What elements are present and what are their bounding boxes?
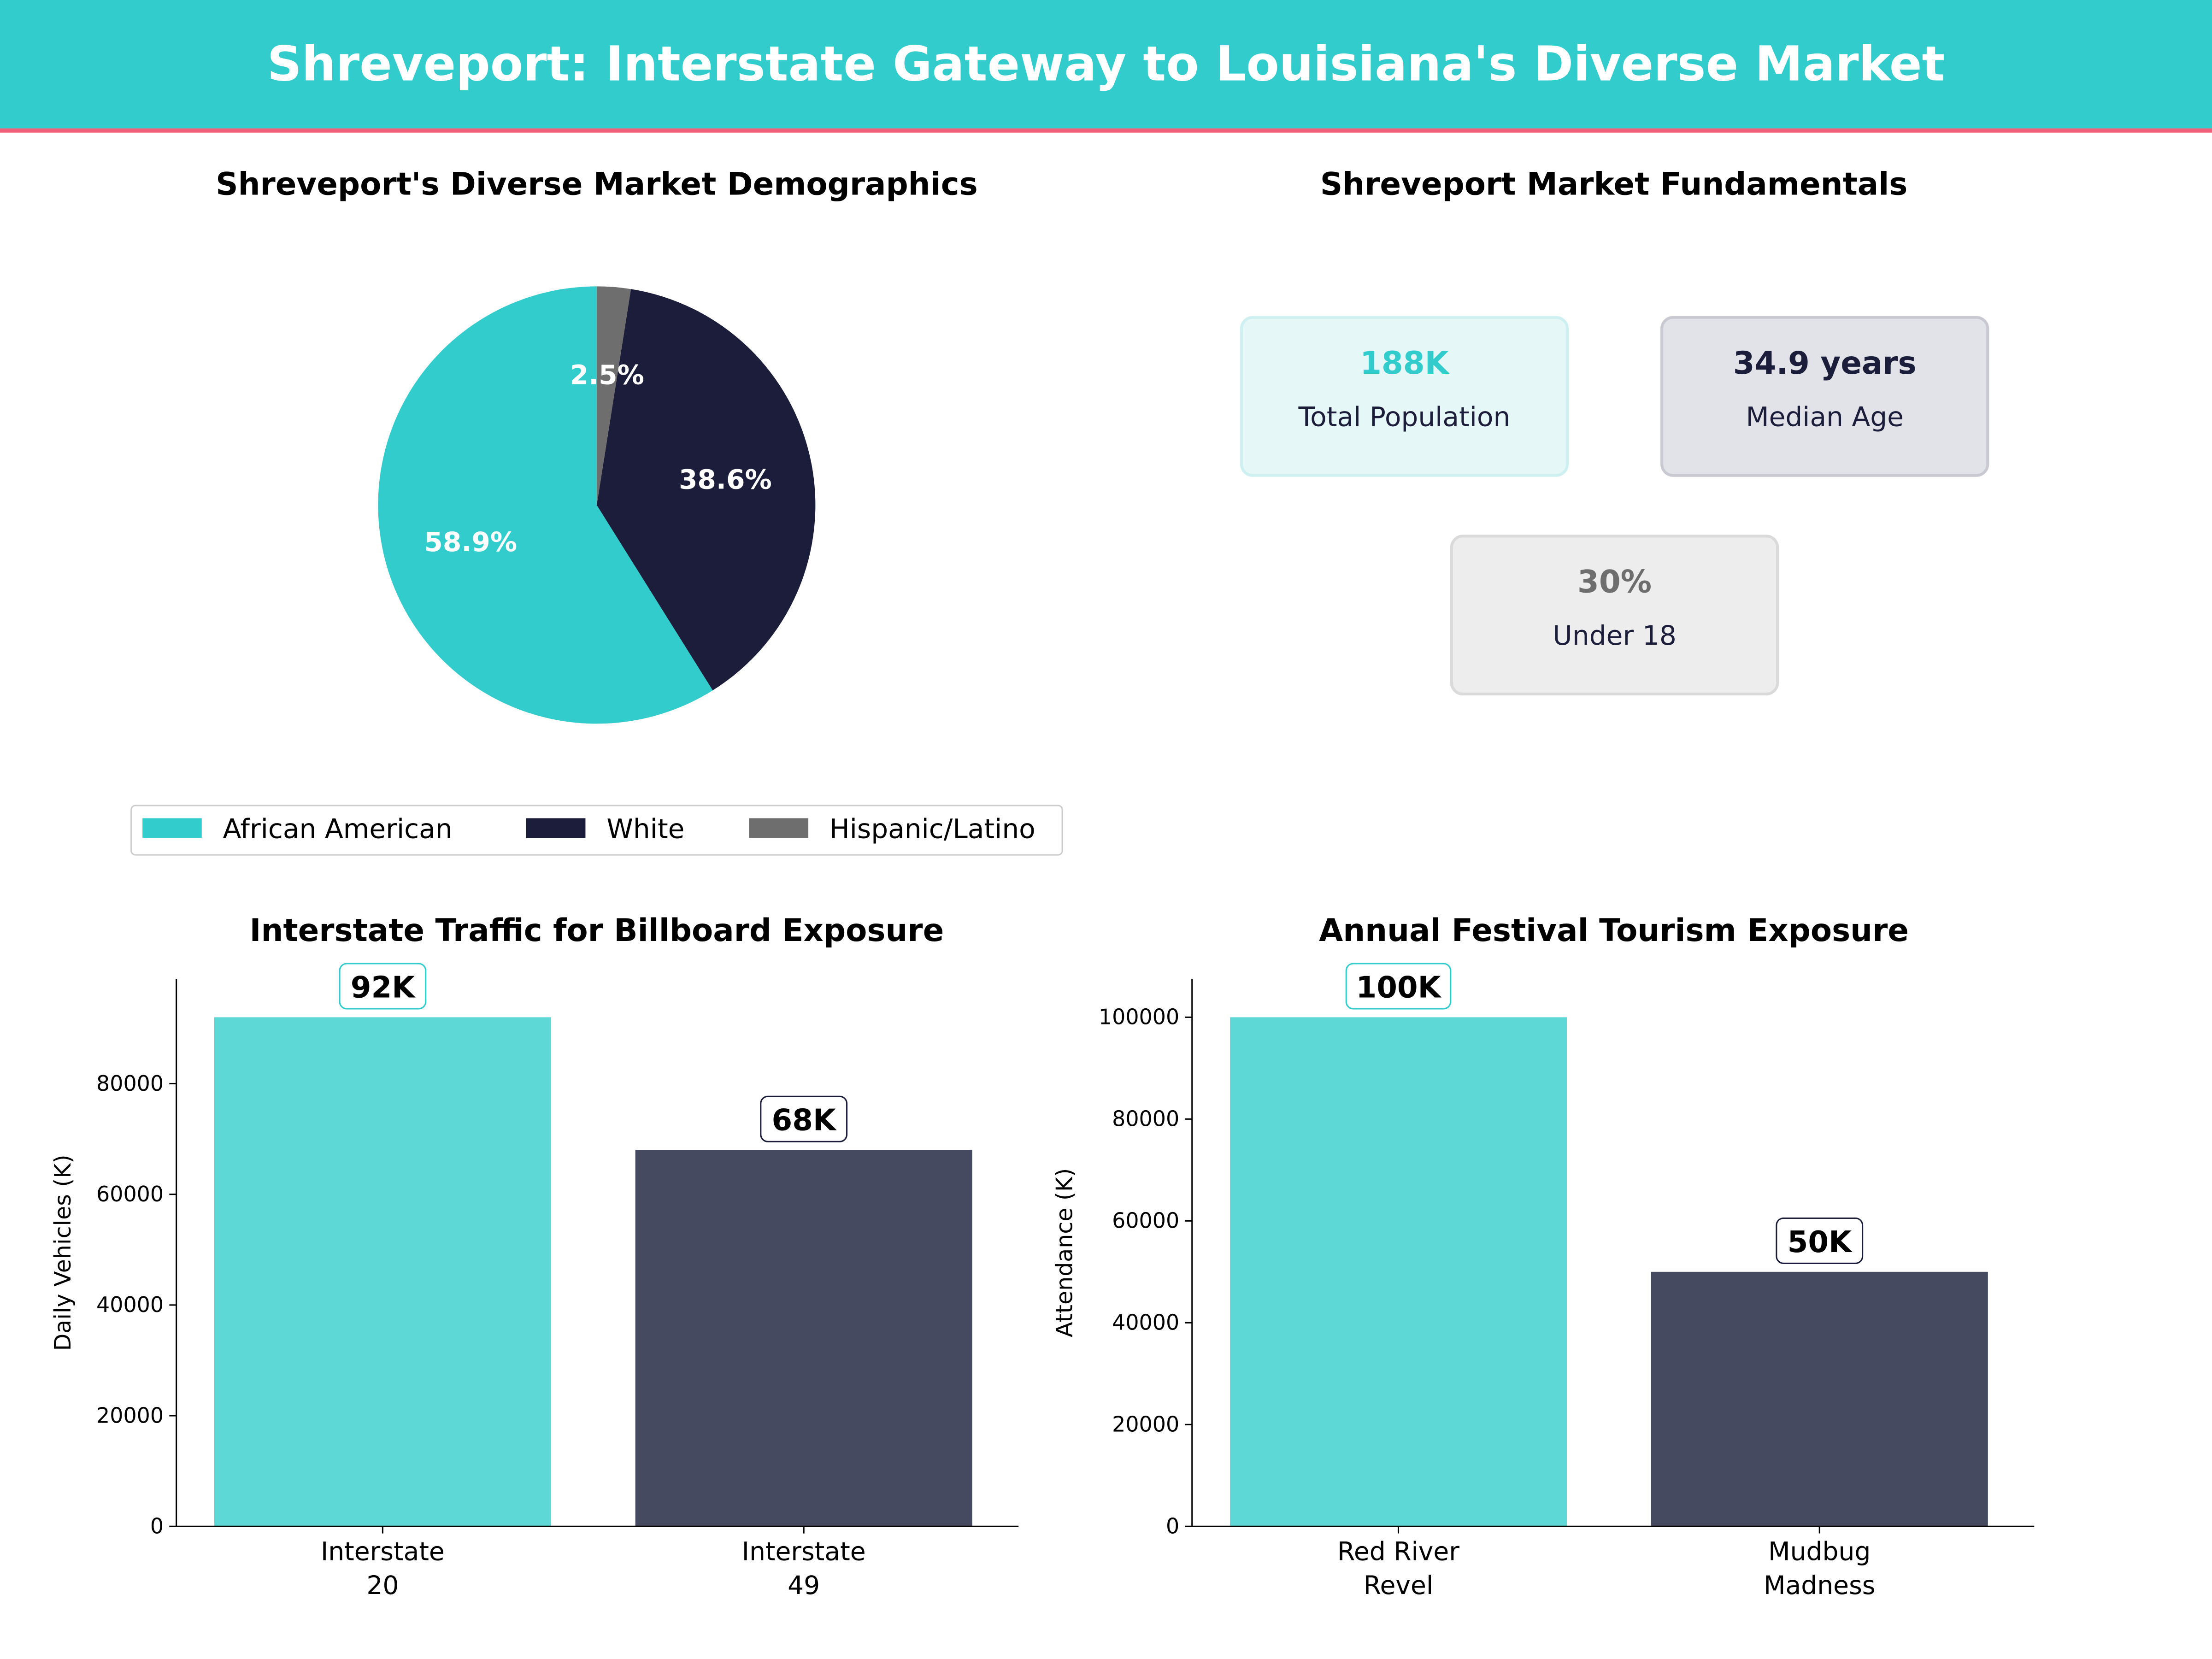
bar: [635, 1150, 972, 1527]
bar-data-label-box: [339, 963, 427, 1010]
festival-bar-chart: Annual Festival Tourism Exposure 100K Red…: [1052, 912, 2035, 1600]
stat-card: [1450, 535, 1779, 696]
stat-card: [1240, 316, 1569, 477]
y-tick-label: 60000: [1112, 1208, 1179, 1233]
x-tick-label: Interstate: [321, 1537, 445, 1566]
legend-swatch: [749, 818, 809, 838]
y-tick-label: 60000: [96, 1182, 164, 1206]
traffic-title: Interstate Traffic for Billboard Exposur…: [249, 912, 944, 948]
bar-data-label: 92K: [351, 970, 416, 1005]
pie-slice: [596, 289, 816, 691]
fundamentals-title: Shreveport Market Fundamentals: [1320, 165, 1908, 202]
x-tick-label: Interstate: [742, 1537, 866, 1566]
x-tick-label: Madness: [1764, 1571, 1876, 1600]
pie-value-label: 38.6%: [679, 464, 772, 495]
pie-slice: [596, 286, 631, 505]
y-tick-label: 0: [150, 1514, 164, 1539]
legend-label: Hispanic/Latino: [830, 813, 1035, 844]
legend-label: White: [606, 813, 684, 844]
demographics-pie-chart: Shreveport's Diverse Market Demographics…: [130, 165, 1063, 856]
bar-data-label: 50K: [1788, 1225, 1853, 1259]
x-tick-label: Revel: [1364, 1571, 1434, 1600]
legend-swatch: [142, 818, 202, 838]
bar-data-label-box: [760, 1095, 848, 1142]
x-tick-label: 20: [366, 1571, 399, 1600]
y-tick-label: 40000: [96, 1292, 164, 1317]
bar: [214, 1017, 551, 1527]
stat-value: 30%: [1577, 564, 1652, 600]
y-axis-label: Attendance (K): [1052, 1168, 1078, 1337]
pie-value-label: 2.5%: [570, 359, 644, 391]
bar: [1230, 1017, 1567, 1527]
bar-data-label-box: [1776, 1217, 1864, 1264]
x-tick-label: Mudbug: [1768, 1537, 1871, 1566]
y-tick-label: 20000: [96, 1403, 164, 1428]
bar-data-label-box: [1345, 963, 1452, 1010]
stat-label: Median Age: [1746, 401, 1904, 432]
header-bar: [0, 0, 2212, 129]
y-tick-label: 40000: [1112, 1310, 1179, 1335]
legend-swatch: [526, 818, 586, 838]
y-tick-label: 80000: [1112, 1106, 1179, 1131]
traffic-bar-chart: Interstate Traffic for Billboard Exposur…: [50, 912, 1019, 1600]
y-tick-label: 0: [1166, 1514, 1179, 1539]
pie-slice: [378, 286, 713, 724]
y-axis-label: Daily Vehicles (K): [50, 1154, 76, 1351]
festival-title: Annual Festival Tourism Exposure: [1319, 912, 1909, 948]
bar-data-label: 100K: [1356, 970, 1442, 1005]
bar: [1651, 1271, 1988, 1527]
stat-label: Total Population: [1298, 401, 1511, 432]
stat-value: 188K: [1360, 345, 1450, 381]
x-tick-label: 49: [788, 1571, 820, 1600]
page-title: Shreveport: Interstate Gateway to Louisi…: [267, 35, 1945, 92]
stat-value: 34.9 years: [1733, 345, 1917, 381]
stat-card: [1660, 316, 1989, 477]
x-tick-label: Red River: [1337, 1537, 1459, 1566]
pie-legend: [130, 805, 1063, 856]
fundamentals-panel: Shreveport Market Fundamentals 188K Total…: [1240, 165, 1989, 696]
y-tick-label: 100000: [1099, 1005, 1179, 1030]
pie-title: Shreveport's Diverse Market Demographics: [216, 165, 978, 202]
legend-label: African American: [223, 813, 453, 844]
bar-data-label: 68K: [772, 1103, 837, 1138]
pie-value-label: 58.9%: [424, 526, 517, 558]
y-tick-label: 20000: [1112, 1412, 1179, 1437]
header-accent-line: [0, 128, 2212, 133]
y-tick-label: 80000: [96, 1071, 164, 1096]
stat-label: Under 18: [1553, 620, 1677, 651]
